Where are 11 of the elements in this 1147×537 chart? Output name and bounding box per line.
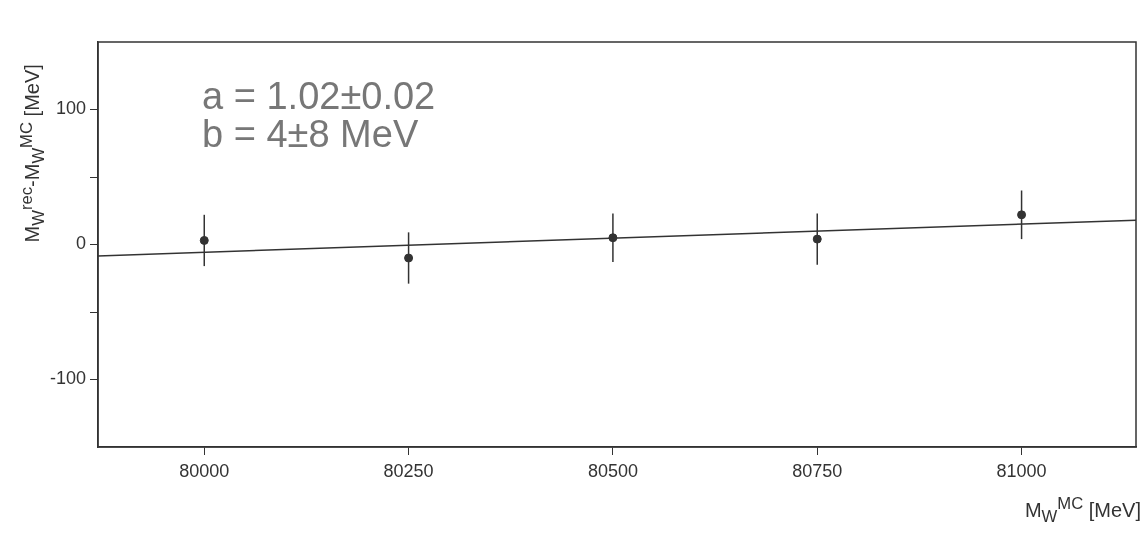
y-tick-label: 0 (75, 233, 86, 254)
y-tick-label: 100 (55, 98, 86, 119)
x-tick-label: 80750 (792, 460, 843, 481)
point (1017, 210, 1027, 220)
x-axis-title: M$_{W}$$^{MC}$ [MeV] (1024, 494, 1141, 527)
x-tick-label: 80250 (383, 460, 434, 481)
x-tick-label: 81000 (996, 460, 1047, 481)
x-tick-label: 80000 (179, 460, 230, 481)
point (199, 235, 209, 245)
y-tick-label: -100 (49, 368, 86, 389)
x-tick-label: 80500 (587, 460, 638, 481)
